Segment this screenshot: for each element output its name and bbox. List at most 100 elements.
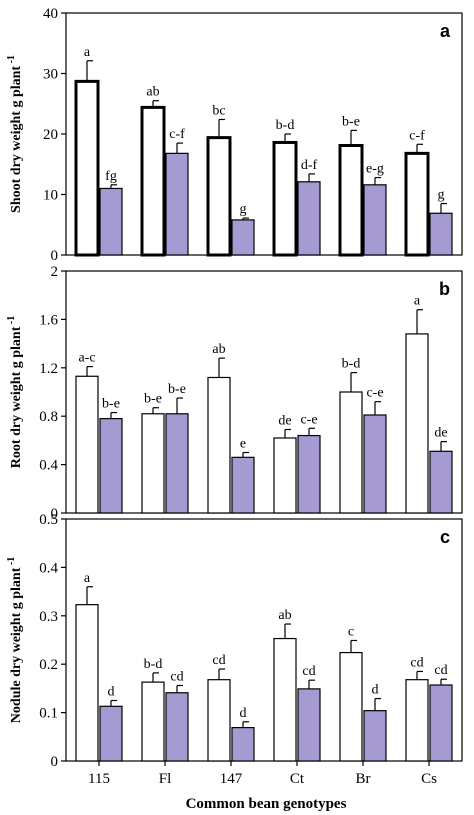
chart-panel-a: 0 10 20 30 40 Shoot dry weight g plant -1 a a fg…: [6, 6, 463, 264]
significance-letter: d-f: [301, 158, 318, 173]
bar: [231, 727, 255, 762]
bar: [272, 140, 298, 257]
y-tick-label: 0.3: [39, 609, 58, 625]
significance-letter: g: [438, 188, 445, 203]
y-tick-label: 0.2: [39, 657, 58, 673]
y-tick-label: 30: [43, 67, 58, 83]
y-axis-title-superscript: -1: [6, 557, 17, 568]
bar: [405, 679, 429, 762]
bar: [363, 414, 387, 514]
bar: [99, 418, 123, 514]
bar: [75, 604, 99, 762]
significance-letter: cd: [410, 655, 423, 670]
bar: [404, 151, 430, 257]
bar: [338, 143, 364, 257]
bar: [297, 181, 321, 256]
y-tick-label: 0: [51, 506, 59, 522]
y-axis-title-text: Root dry weight g plant: [9, 326, 24, 468]
y-tick-label: 1.2: [39, 361, 58, 377]
significance-letter: cd: [434, 663, 447, 678]
plot-frame: [65, 518, 463, 762]
y-axis-title-text: Nodule dry weight g plant: [9, 567, 24, 723]
x-tick-label: 115: [88, 771, 110, 787]
y-axis-title-superscript: -1: [6, 55, 17, 66]
x-tick-label: 147: [220, 771, 243, 787]
bar: [165, 152, 189, 256]
bar: [363, 710, 387, 762]
bar: [339, 651, 363, 762]
y-tick-label: 0.4: [39, 560, 58, 576]
significance-letter: c-f: [169, 127, 185, 142]
y-tick-label: 0.1: [39, 706, 58, 722]
y-tick-label: 0: [51, 754, 59, 770]
bar: [429, 212, 453, 256]
significance-letter: b-e: [144, 392, 162, 407]
panel-label: b: [439, 279, 450, 299]
panel-label: a: [440, 21, 451, 41]
significance-letter: b-d: [144, 657, 163, 672]
significance-letter: ab: [278, 608, 291, 623]
bar: [273, 437, 297, 514]
bar: [231, 456, 255, 514]
bar: [99, 187, 123, 256]
bar: [165, 692, 189, 762]
significance-letter: cd: [170, 669, 183, 684]
bar: [141, 681, 165, 762]
bar: [207, 679, 231, 762]
significance-letter: a: [84, 45, 91, 60]
x-tick-label: Br: [356, 771, 371, 787]
bar: [231, 219, 255, 256]
bar: [297, 688, 321, 762]
chart-panel-b: 0 0.4 0.8 1.2 1.6 2 Root dry weight g plant -1…: [6, 264, 463, 522]
bar: [141, 413, 165, 514]
significance-letter: b-d: [276, 118, 295, 133]
y-tick-label: 2: [51, 264, 59, 280]
y-tick-label: 40: [43, 6, 58, 22]
y-tick-label: 0.5: [39, 512, 58, 528]
y-tick-label: 0.8: [39, 409, 58, 425]
significance-letter: bc: [212, 103, 225, 118]
significance-letter: b-e: [168, 382, 186, 397]
y-tick-label: 1.6: [39, 312, 58, 328]
bar: [405, 333, 429, 514]
significance-letter: e: [240, 437, 246, 452]
y-tick-label: 0.4: [39, 458, 58, 474]
significance-letter: c: [348, 624, 354, 639]
x-axis-title: Common bean genotypes: [186, 796, 347, 812]
bar: [75, 375, 99, 514]
x-tick-label: Cs: [421, 771, 437, 787]
bar: [297, 434, 321, 514]
bar: [429, 684, 453, 762]
x-tick-label: Ct: [290, 771, 305, 787]
y-axis-title: Shoot dry weight g plant -1: [6, 55, 24, 213]
significance-letter: de: [278, 414, 291, 429]
panel-label: c: [440, 527, 450, 547]
significance-letter: g: [240, 202, 247, 217]
bar: [207, 376, 231, 514]
bar: [99, 705, 123, 762]
significance-letter: b-e: [342, 114, 360, 129]
bar: [273, 637, 297, 762]
plot-frame: [65, 270, 463, 514]
y-axis-title-text: Shoot dry weight g plant: [9, 66, 24, 213]
significance-letter: cd: [302, 664, 315, 679]
bar: [429, 450, 453, 514]
significance-letter: c-f: [409, 128, 425, 143]
bar: [140, 105, 166, 257]
significance-letter: cd: [212, 653, 225, 668]
chart-panel-c: 0 0.1 0.2 0.3 0.4 0.5 Nodule dry weight g plan…: [6, 512, 463, 787]
significance-letter: a: [414, 294, 421, 309]
significance-letter: d: [240, 706, 247, 721]
significance-letter: e-g: [366, 162, 384, 177]
significance-letter: b-e: [102, 397, 120, 412]
x-tick-label: Fl: [159, 771, 172, 787]
significance-letter: fg: [105, 169, 117, 184]
y-tick-label: 0: [51, 248, 59, 264]
y-axis-title-superscript: -1: [6, 316, 17, 327]
y-tick-label: 20: [43, 127, 58, 143]
y-axis-title: Nodule dry weight g plant -1: [6, 557, 24, 723]
significance-letter: a-c: [78, 351, 95, 366]
bar: [363, 184, 387, 256]
y-axis-title: Root dry weight g plant -1: [6, 316, 24, 468]
